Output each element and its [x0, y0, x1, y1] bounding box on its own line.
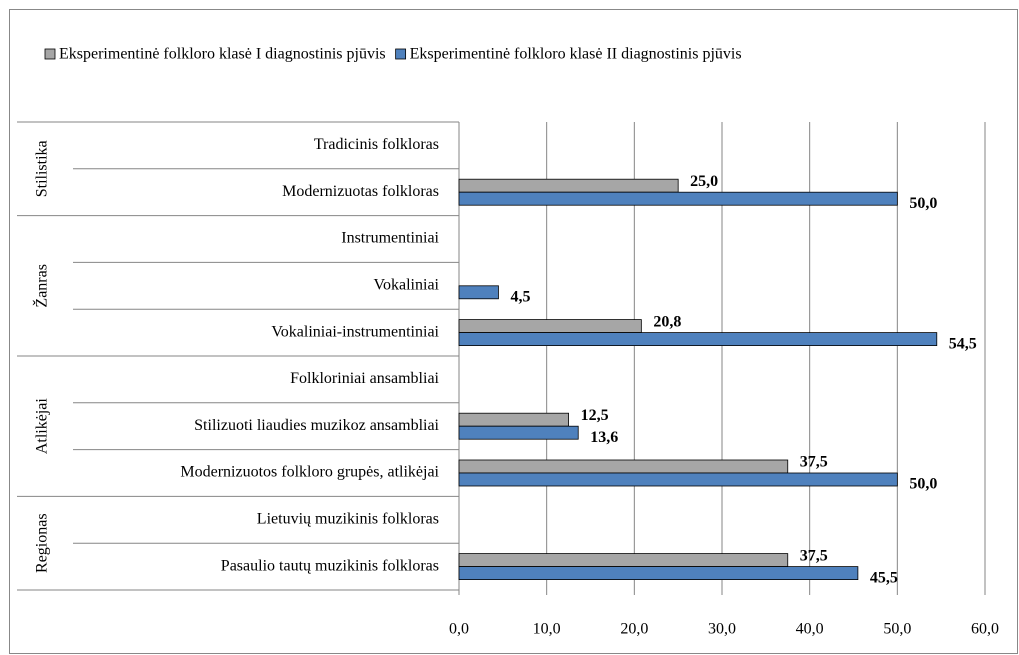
x-tick-label: 10,0	[533, 621, 561, 638]
legend-swatch	[44, 48, 56, 60]
data-label: 37,5	[800, 547, 828, 564]
bar	[458, 412, 569, 427]
y-tick-label: Instrumentiniai	[341, 230, 439, 247]
bar	[458, 319, 642, 334]
x-tick-label: 60,0	[971, 621, 999, 638]
group-label: Regionas	[34, 513, 51, 573]
data-label: 50,0	[909, 195, 937, 212]
y-tick-label: Vokaliniai-instrumentiniai	[271, 323, 439, 340]
group-label: Atlikėjai	[34, 398, 51, 455]
y-tick-label: Modernizuotas folkloras	[282, 183, 439, 200]
group-label: Stilistika	[34, 140, 51, 197]
data-label: 12,5	[581, 407, 609, 424]
y-tick-label: Folkloriniai ansambliai	[290, 370, 439, 387]
bar	[458, 472, 898, 487]
bar	[458, 332, 938, 347]
data-label: 50,0	[909, 476, 937, 493]
bar	[458, 191, 898, 206]
bar	[458, 285, 499, 300]
bar	[458, 553, 789, 567]
bar	[458, 566, 859, 580]
data-label: 20,8	[653, 313, 681, 330]
bar	[458, 425, 579, 440]
y-tick-label: Lietuvių muzikinis folkloras	[257, 510, 439, 527]
y-tick-label: Stilizuoti liaudies muzikoz ansambliai	[194, 417, 439, 434]
y-tick-label: Tradicinis folkloras	[314, 136, 439, 153]
x-tick-label: 30,0	[708, 621, 736, 638]
data-label: 25,0	[690, 173, 718, 190]
data-label: 4,5	[510, 288, 530, 305]
legend-swatch	[395, 48, 407, 60]
data-label: 54,5	[949, 335, 977, 352]
legend-label: Eksperimentinė folkloro klasė II diagnos…	[410, 46, 742, 63]
y-tick-label: Pasaulio tautų muzikinis folkloras	[221, 557, 439, 574]
data-label: 45,5	[870, 569, 898, 586]
x-tick-label: 0,0	[449, 621, 469, 638]
data-label: 13,6	[590, 429, 618, 446]
data-label: 37,5	[800, 454, 828, 471]
legend-label: Eksperimentinė folkloro klasė I diagnost…	[59, 46, 386, 63]
bar	[458, 459, 789, 474]
y-tick-label: Vokaliniai	[374, 276, 440, 293]
y-tick-label: Modernizuotos folkloro grupės, atlikėjai	[180, 464, 439, 481]
x-tick-label: 50,0	[883, 621, 911, 638]
x-tick-label: 20,0	[620, 621, 648, 638]
bar	[458, 178, 679, 193]
x-tick-label: 40,0	[796, 621, 824, 638]
group-label: Žanras	[32, 264, 51, 308]
